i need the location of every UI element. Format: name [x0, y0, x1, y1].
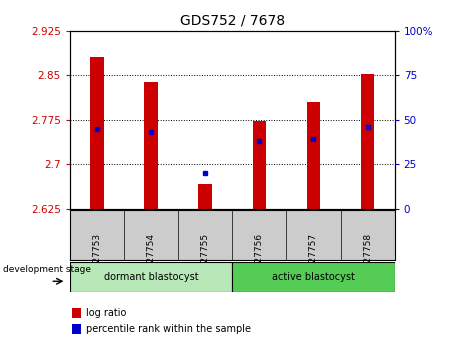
- Text: GSM27755: GSM27755: [201, 233, 210, 282]
- Bar: [144, 82, 158, 209]
- Bar: [198, 185, 212, 209]
- Text: active blastocyst: active blastocyst: [272, 272, 355, 282]
- Text: percentile rank within the sample: percentile rank within the sample: [86, 324, 251, 334]
- Bar: [72, 308, 81, 318]
- Text: GSM27753: GSM27753: [92, 233, 101, 282]
- Bar: [307, 101, 320, 209]
- Text: dormant blastocyst: dormant blastocyst: [104, 272, 198, 282]
- Text: log ratio: log ratio: [86, 308, 126, 318]
- Bar: [232, 262, 395, 292]
- Text: development stage: development stage: [4, 265, 92, 274]
- Title: GDS752 / 7678: GDS752 / 7678: [179, 13, 285, 27]
- Bar: [70, 262, 232, 292]
- Text: GSM27758: GSM27758: [363, 233, 372, 282]
- Bar: [361, 74, 374, 209]
- Text: GSM27757: GSM27757: [309, 233, 318, 282]
- Text: GSM27754: GSM27754: [147, 233, 156, 282]
- Bar: [72, 324, 81, 334]
- Text: GSM27756: GSM27756: [255, 233, 264, 282]
- Bar: [253, 121, 266, 209]
- Bar: [90, 57, 104, 209]
